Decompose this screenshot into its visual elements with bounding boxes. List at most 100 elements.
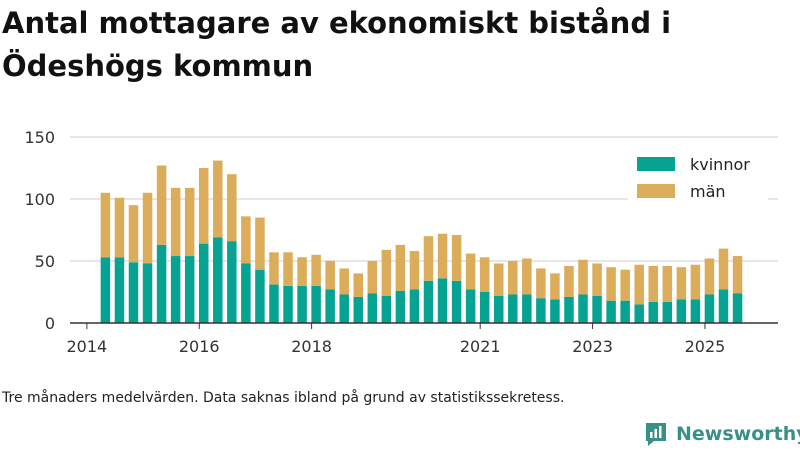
- bar-män: [718, 248, 729, 290]
- bar-män: [395, 244, 406, 291]
- bar-män: [325, 261, 335, 290]
- bar-kvinnor: [508, 294, 518, 323]
- bar-kvinnor: [198, 243, 209, 323]
- x-tick-label: 2023: [572, 337, 613, 356]
- bar-män: [564, 265, 574, 297]
- bar-kvinnor: [241, 263, 251, 323]
- bar-män: [213, 160, 223, 238]
- bar-kvinnor: [423, 280, 434, 323]
- bar-män: [550, 273, 560, 300]
- bar-män: [606, 267, 616, 301]
- bar-män: [409, 251, 420, 290]
- bar-kvinnor: [662, 301, 673, 323]
- bar-kvinnor: [620, 300, 630, 323]
- bar-män: [732, 256, 743, 294]
- bar-kvinnor: [114, 257, 125, 323]
- bar-kvinnor: [493, 295, 504, 323]
- bar-kvinnor: [592, 295, 602, 323]
- bar-män: [676, 267, 687, 300]
- bar-kvinnor: [704, 294, 715, 323]
- bar-män: [142, 192, 153, 264]
- bar-män: [704, 258, 715, 295]
- bar-kvinnor: [297, 285, 307, 323]
- legend-swatch-män: [637, 184, 675, 198]
- bar-kvinnor: [170, 256, 181, 323]
- x-ticks: 2014 2016 2018 2021 2023 2025: [66, 323, 725, 356]
- bar-kvinnor: [536, 298, 546, 323]
- bar-män: [367, 261, 378, 294]
- x-tick-label: 2025: [685, 337, 726, 356]
- bar-män: [493, 263, 504, 296]
- bar-män: [479, 257, 490, 292]
- bar-män: [423, 236, 434, 281]
- footnote: Tre månaders medelvärden. Data saknas ib…: [2, 390, 565, 406]
- bar-kvinnor: [479, 292, 490, 323]
- bar-kvinnor: [100, 257, 111, 323]
- bar-män: [536, 268, 546, 299]
- bar-kvinnor: [522, 294, 532, 323]
- bar-män: [100, 192, 111, 258]
- bar-män: [592, 263, 602, 296]
- bar-kvinnor: [564, 296, 574, 323]
- bar-män: [578, 259, 588, 295]
- bar-kvinnor: [648, 301, 659, 323]
- bar-kvinnor: [395, 290, 406, 323]
- bar-kvinnor: [381, 295, 392, 323]
- bar-män: [156, 165, 167, 245]
- bar-män: [339, 268, 349, 295]
- bar-kvinnor: [606, 300, 616, 323]
- bar-män: [255, 217, 265, 270]
- bar-män: [522, 258, 532, 295]
- bar-kvinnor: [128, 262, 139, 323]
- bar-män: [437, 233, 448, 279]
- legend-label-män: män: [690, 182, 726, 201]
- bar-män: [451, 234, 462, 281]
- bar-män: [662, 265, 673, 302]
- bar-kvinnor: [409, 289, 420, 323]
- bar-kvinnor: [339, 294, 349, 323]
- bar-män: [283, 252, 293, 286]
- bar-kvinnor: [255, 269, 265, 323]
- bar-män: [690, 264, 701, 300]
- bars: [100, 160, 743, 323]
- legend-swatch-kvinnor: [637, 157, 675, 171]
- bar-män: [465, 253, 476, 290]
- legend-label-kvinnor: kvinnor: [690, 155, 750, 174]
- bar-män: [620, 269, 630, 301]
- bar-kvinnor: [325, 289, 335, 323]
- bar-män: [227, 174, 237, 242]
- bar-män: [297, 257, 307, 286]
- y-tick-label: 150: [24, 128, 55, 147]
- x-tick-label: 2021: [460, 337, 501, 356]
- bar-kvinnor: [156, 244, 167, 323]
- bar-män: [170, 187, 181, 257]
- bar-män: [311, 254, 321, 286]
- bar-män: [381, 249, 392, 296]
- bar-kvinnor: [437, 278, 448, 323]
- bar-kvinnor: [184, 256, 195, 323]
- bar-män: [128, 205, 139, 263]
- bar-kvinnor: [213, 237, 223, 323]
- bar-kvinnor: [676, 299, 687, 323]
- newsworthy-logo-icon: [646, 423, 666, 446]
- bar-män: [269, 252, 279, 285]
- bar-kvinnor: [283, 285, 293, 323]
- stacked-bar-chart: 0 50 100 150 2014 2016 2018 2021 2023 2025 kvinn…: [24, 128, 778, 356]
- bar-män: [353, 273, 364, 297]
- bar-män: [114, 197, 125, 258]
- bar-män: [198, 168, 209, 244]
- bar-män: [184, 187, 195, 257]
- y-tick-labels: 0 50 100 150: [24, 128, 55, 333]
- bar-män: [241, 216, 251, 264]
- bar-kvinnor: [451, 280, 462, 323]
- bar-kvinnor: [578, 294, 588, 323]
- y-tick-label: 100: [24, 190, 55, 209]
- bar-kvinnor: [465, 289, 476, 323]
- bar-kvinnor: [550, 299, 560, 323]
- bar-kvinnor: [142, 263, 153, 323]
- page-title: Antal mottagare av ekonomiskt bistånd i …: [2, 6, 672, 83]
- bar-kvinnor: [690, 299, 701, 323]
- x-tick-label: 2016: [179, 337, 220, 356]
- brand-logo[interactable]: Newsworthy: [644, 420, 800, 448]
- brand-name: Newsworthy: [676, 423, 800, 445]
